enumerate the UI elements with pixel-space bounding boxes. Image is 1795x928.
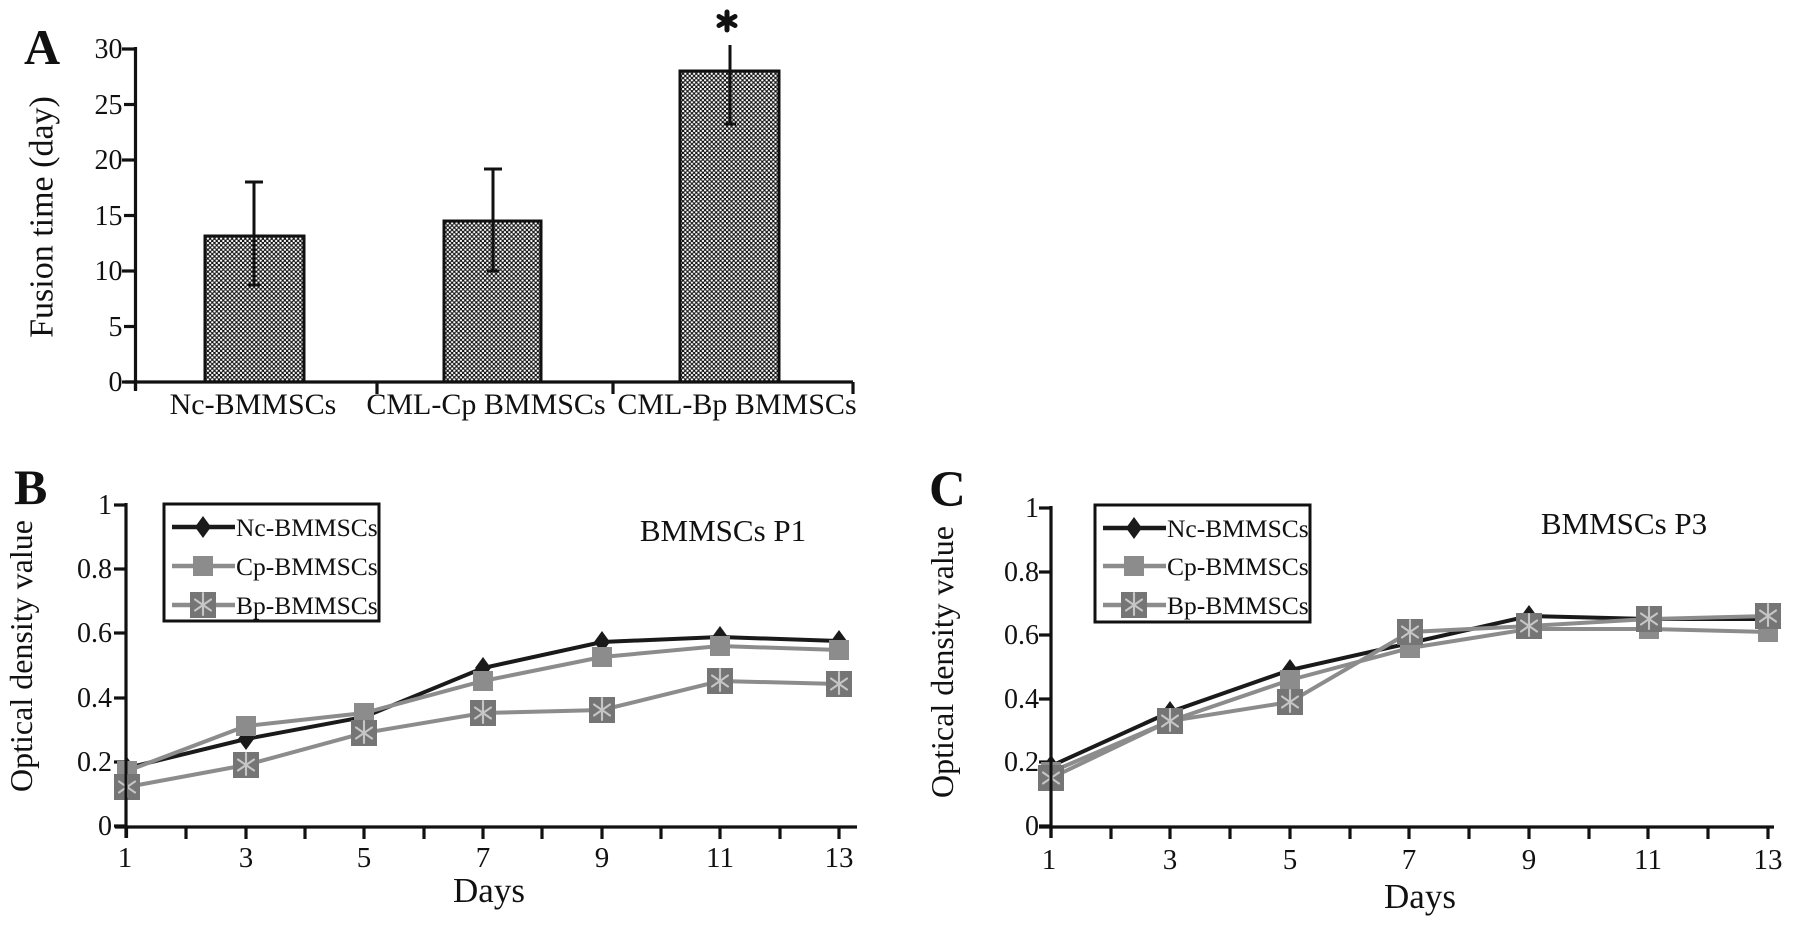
svg-text:Cp-BMMSCs: Cp-BMMSCs <box>236 552 378 581</box>
svg-text:13: 13 <box>1754 844 1783 876</box>
svg-text:1: 1 <box>98 490 112 521</box>
svg-text:Nc-BMMSCs: Nc-BMMSCs <box>170 388 337 421</box>
svg-text:5: 5 <box>357 842 372 874</box>
svg-text:9: 9 <box>1522 844 1537 876</box>
svg-text:0.8: 0.8 <box>77 554 112 585</box>
svg-text:Fusion time (day): Fusion time (day) <box>24 96 61 338</box>
svg-text:9: 9 <box>595 842 610 874</box>
svg-text:0: 0 <box>1025 811 1039 842</box>
svg-text:11: 11 <box>706 842 734 874</box>
svg-text:11: 11 <box>1634 844 1662 876</box>
svg-text:10: 10 <box>95 256 123 287</box>
svg-text:30: 30 <box>95 34 123 65</box>
svg-text:B: B <box>14 459 47 515</box>
svg-text:0: 0 <box>109 367 123 398</box>
svg-text:0.2: 0.2 <box>77 747 112 778</box>
svg-text:Optical density value: Optical density value <box>3 520 39 792</box>
svg-text:Days: Days <box>453 871 525 910</box>
svg-text:5: 5 <box>1283 844 1298 876</box>
svg-text:1: 1 <box>1025 493 1039 524</box>
svg-text:Cp-BMMSCs: Cp-BMMSCs <box>1167 552 1309 581</box>
svg-text:Nc-BMMSCs: Nc-BMMSCs <box>1167 514 1309 543</box>
svg-text:1: 1 <box>118 842 133 874</box>
svg-text:C: C <box>929 462 966 518</box>
svg-text:3: 3 <box>239 842 254 874</box>
svg-text:A: A <box>24 19 60 75</box>
svg-text:0.6: 0.6 <box>77 618 112 649</box>
svg-text:5: 5 <box>109 312 123 343</box>
svg-text:Days: Days <box>1384 877 1456 916</box>
svg-text:0.4: 0.4 <box>1004 684 1039 715</box>
svg-text:20: 20 <box>95 145 123 176</box>
svg-text:7: 7 <box>1402 844 1417 876</box>
svg-text:Bp-BMMSCs: Bp-BMMSCs <box>1167 591 1309 620</box>
svg-text:15: 15 <box>95 201 123 232</box>
svg-text:0.4: 0.4 <box>77 683 112 714</box>
svg-text:0.6: 0.6 <box>1004 620 1039 651</box>
svg-text:0.8: 0.8 <box>1004 557 1039 588</box>
svg-text:1: 1 <box>1042 844 1057 876</box>
svg-text:0.2: 0.2 <box>1004 747 1039 778</box>
svg-text:13: 13 <box>825 842 854 874</box>
svg-text:Optical density value: Optical density value <box>924 526 960 798</box>
svg-text:3: 3 <box>1163 844 1178 876</box>
svg-text:BMMSCs P3: BMMSCs P3 <box>1541 506 1707 541</box>
svg-text:7: 7 <box>476 842 491 874</box>
svg-text:BMMSCs P1: BMMSCs P1 <box>640 513 806 548</box>
svg-text:Nc-BMMSCs: Nc-BMMSCs <box>236 513 378 542</box>
svg-text:CML-Cp BMMSCs: CML-Cp BMMSCs <box>366 388 605 421</box>
svg-text:Bp-BMMSCs: Bp-BMMSCs <box>236 591 378 620</box>
svg-text:CML-Bp BMMSCs: CML-Bp BMMSCs <box>617 388 856 421</box>
svg-text:25: 25 <box>95 90 123 121</box>
svg-text:0: 0 <box>98 811 112 842</box>
